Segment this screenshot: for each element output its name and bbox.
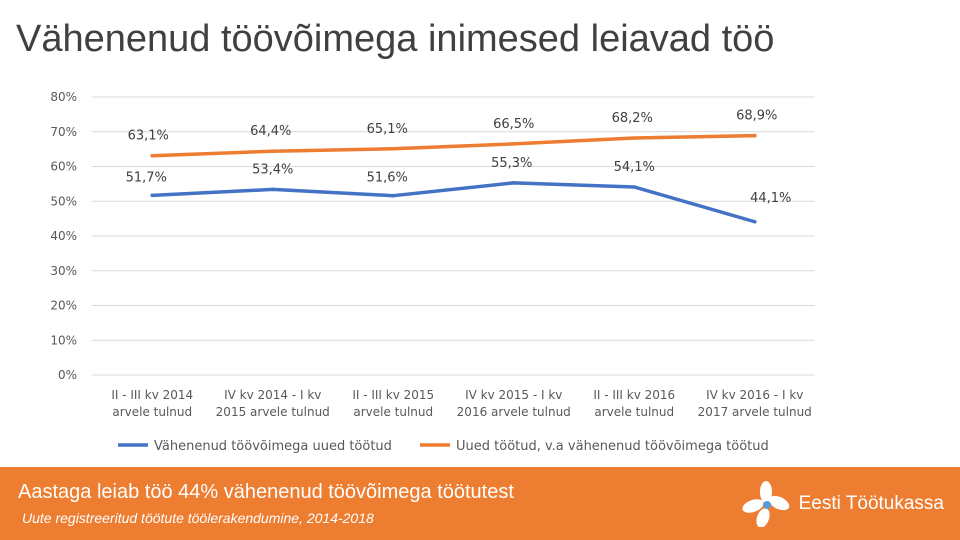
legend-label: Uued töötud, v.a vähenenud töövõimega tö…: [456, 439, 769, 454]
data-point: [511, 142, 516, 146]
data-label: 44,1%: [750, 191, 791, 206]
line-chart: 0% 10% 20% 30% 40% 50% 60% 70% 80% II - III kv 20…: [50, 90, 815, 454]
y-tick-label: 70%: [50, 125, 77, 139]
x-tick-label: IV kv 2014 - I kv 2015 arvele tulnud: [216, 388, 330, 419]
flower-logo-icon: [742, 481, 789, 527]
y-tick-label: 10%: [50, 333, 77, 347]
data-point: [752, 219, 757, 224]
data-label: 54,1%: [614, 160, 655, 175]
y-tick-label: 0%: [58, 368, 77, 382]
data-label: 68,9%: [736, 109, 777, 124]
y-tick-label: 20%: [50, 299, 77, 313]
data-point: [632, 185, 637, 189]
y-tick-label: 80%: [50, 90, 77, 104]
x-tick-label: II - III kv 2014 arvele tulnud: [111, 388, 193, 419]
series-line-1: [150, 181, 757, 224]
data-point: [270, 187, 275, 192]
data-label: 53,4%: [252, 162, 293, 177]
data-point: [511, 181, 516, 185]
x-tick-label: IV kv 2016 - I kv 2017 arvele tulnud: [698, 388, 812, 419]
data-label: 63,1%: [128, 129, 169, 144]
x-tick-label: IV kv 2015 - I kv 2016 arvele tulnud: [457, 388, 571, 419]
series-line-2: [150, 133, 757, 158]
data-point: [752, 133, 757, 138]
x-tick-label: II - III kv 2016 arvele tulnud: [593, 388, 675, 419]
data-point: [632, 136, 637, 140]
y-tick-label: 60%: [50, 160, 77, 174]
data-point: [150, 193, 155, 198]
legend-label: Vähenenud töövõimega uued töötud: [154, 439, 392, 454]
data-label: 65,1%: [367, 122, 408, 137]
x-tick-label: II - III kv 2015 arvele tulnud: [352, 388, 434, 419]
slide-title: Vähenenud töövõimega inimesed leiavad tö…: [16, 18, 775, 60]
data-label: 66,5%: [493, 117, 534, 132]
y-tick-label: 40%: [50, 229, 77, 243]
y-tick-label: 30%: [50, 264, 77, 278]
footer-banner: Aastaga leiab töö 44% vähenenud töövõime…: [0, 467, 960, 540]
brand: Eesti Töötukassa: [741, 481, 944, 527]
data-point: [391, 193, 396, 198]
data-point: [270, 149, 275, 154]
y-tick-label: 50%: [50, 194, 77, 208]
data-label: 64,4%: [250, 124, 291, 139]
data-label: 51,7%: [126, 170, 167, 185]
data-label: 68,2%: [612, 111, 653, 126]
data-point: [391, 146, 396, 151]
footer-subtitle: Uute registreeritud töötute töölerakendu…: [22, 510, 374, 526]
brand-name: Eesti Töötukassa: [798, 493, 944, 514]
footer-headline: Aastaga leiab töö 44% vähenenud töövõime…: [18, 481, 514, 503]
data-point: [150, 153, 155, 158]
data-label: 55,3%: [491, 156, 532, 171]
data-label: 51,6%: [367, 171, 408, 186]
